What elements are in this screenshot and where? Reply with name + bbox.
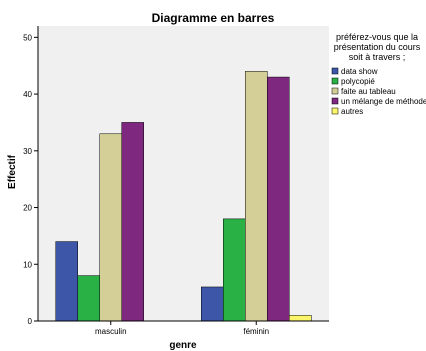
legend-swatch bbox=[331, 67, 339, 75]
y-tick-label: 50 bbox=[23, 33, 32, 42]
y-tick-label: 20 bbox=[23, 204, 32, 213]
x-ticks-group: masculin féminin bbox=[95, 321, 269, 336]
legend-swatch bbox=[331, 77, 339, 85]
y-tick-label: 10 bbox=[23, 260, 32, 269]
legend-title: préférez-vous que la présentation du cour… bbox=[334, 32, 421, 62]
bar bbox=[267, 76, 290, 322]
bar bbox=[289, 315, 312, 322]
legend-swatch bbox=[331, 97, 339, 105]
x-axis-label: genre bbox=[169, 340, 197, 351]
y-ticks-group: 0 10 20 30 40 50 bbox=[23, 33, 38, 326]
bar bbox=[223, 218, 246, 322]
legend-label: data show bbox=[341, 67, 378, 76]
y-tick-label: 0 bbox=[28, 317, 33, 326]
legend-swatch bbox=[331, 87, 339, 95]
legend-swatch bbox=[331, 107, 339, 115]
bar bbox=[77, 275, 100, 322]
bar bbox=[55, 241, 78, 322]
bar bbox=[201, 286, 224, 322]
y-tick-label: 30 bbox=[23, 147, 32, 156]
legend: préférez-vous que la présentation du cour… bbox=[331, 32, 426, 116]
legend-label: un mélange de méthodes bbox=[341, 97, 426, 106]
legend-label: autres bbox=[341, 107, 363, 116]
x-tick-label: féminin bbox=[243, 327, 269, 336]
legend-label: faite au tableau bbox=[341, 87, 396, 96]
bar bbox=[245, 71, 268, 322]
legend-label: polycopié bbox=[341, 77, 375, 86]
x-tick-label: masculin bbox=[95, 327, 127, 336]
y-axis-label: Effectif bbox=[7, 154, 18, 189]
chart-title: Diagramme en barres bbox=[152, 11, 275, 25]
bar bbox=[99, 133, 122, 322]
y-tick-label: 40 bbox=[23, 90, 32, 99]
bars-group bbox=[55, 71, 312, 322]
bar bbox=[121, 122, 144, 322]
